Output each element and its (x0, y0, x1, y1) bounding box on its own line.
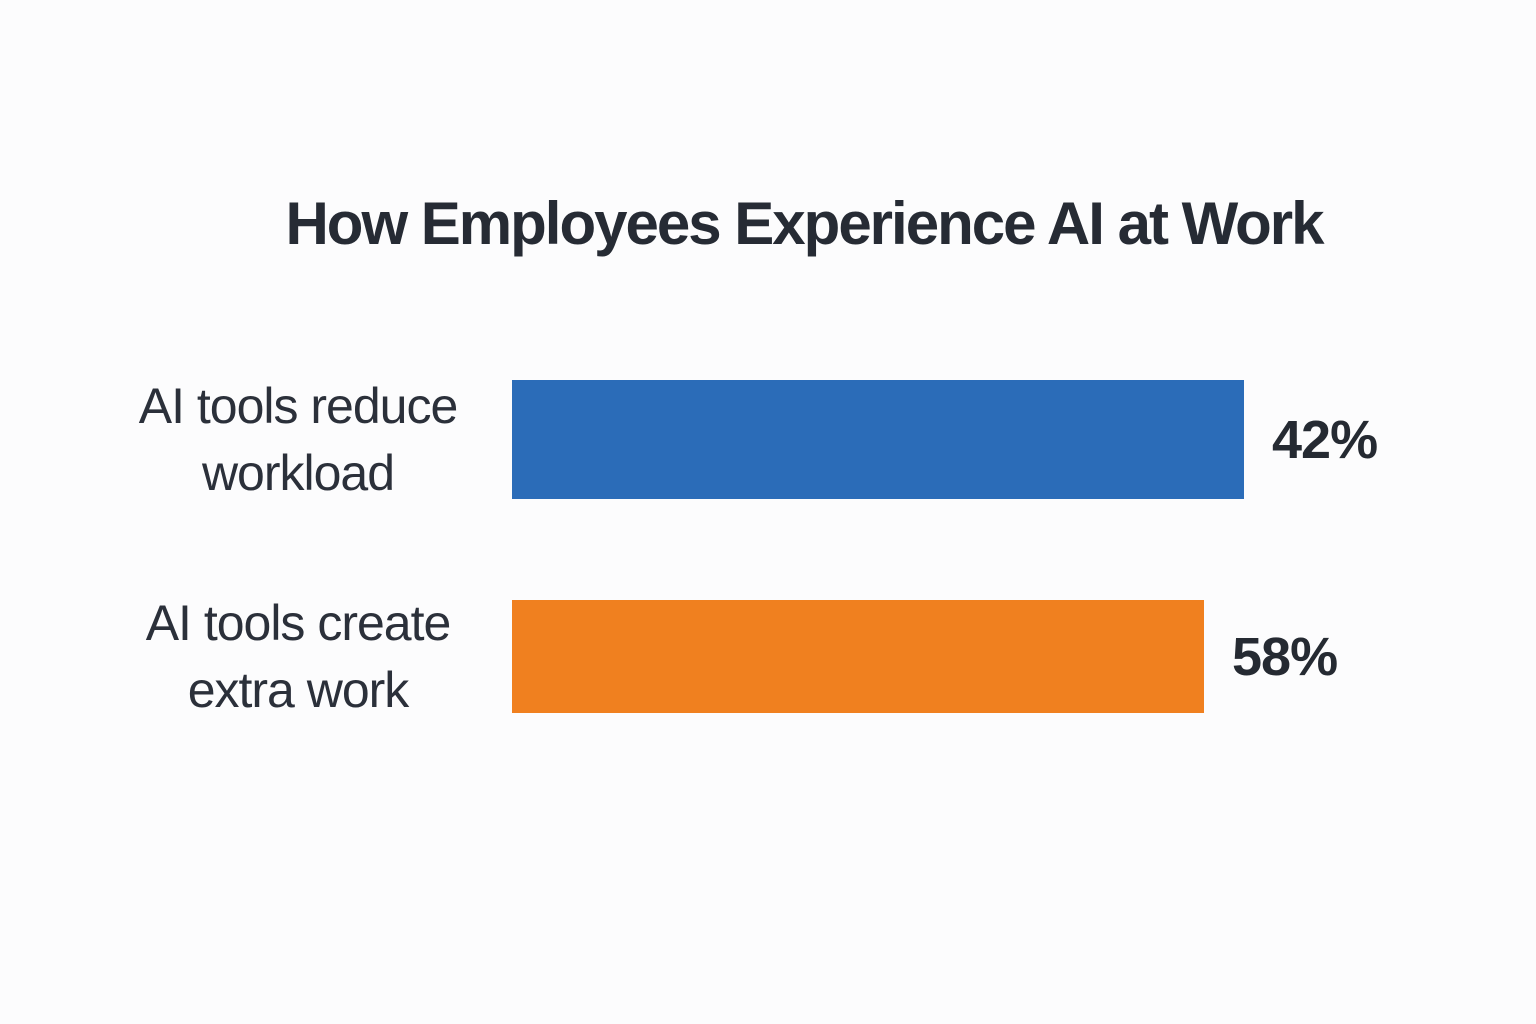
bar-create-extra-work (512, 600, 1204, 713)
chart-row-reduce-workload: AI tools reduce workload 42% (0, 378, 1536, 501)
category-label-line1: AI tools create (145, 594, 452, 651)
category-label-create-extra-work: AI tools create extra work (0, 590, 512, 724)
chart-row-create-extra-work: AI tools create extra work 58% (0, 595, 1536, 718)
category-label-line1: AI tools reduce (138, 377, 459, 434)
value-label-reduce-workload: 42% (1272, 409, 1378, 470)
category-label-line2: extra work (187, 661, 410, 718)
category-label-reduce-workload: AI tools reduce workload (0, 373, 512, 507)
category-label-line2: workload (201, 444, 395, 501)
value-label-create-extra-work: 58% (1232, 626, 1338, 687)
chart-title: How Employees Experience AI at Work (285, 190, 1324, 257)
bar-reduce-workload (512, 380, 1244, 499)
